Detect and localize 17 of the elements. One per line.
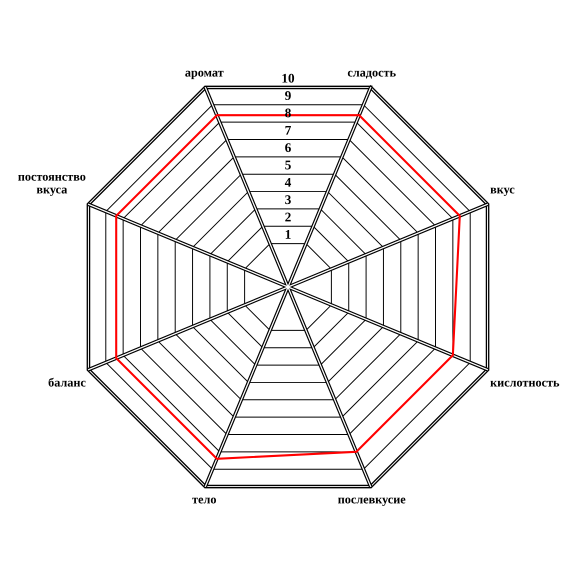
spoke-label: баланс [48,378,86,387]
y-tick-label: 10 [282,74,294,83]
spoke-label: тело [192,498,216,504]
y-tick-label: 6 [285,143,291,152]
spoke-label: сладость [348,70,396,79]
y-tick-label: 9 [285,91,291,100]
y-tick-label: 2 [285,212,291,222]
y-tick-label: 5 [285,160,291,170]
spoke-label: кислотность [490,380,560,387]
spoke-label: послевкусие [338,498,406,506]
y-tick-label: 1 [286,230,291,239]
spoke-label: аромат [185,70,224,80]
y-tick-label: 7 [285,126,291,135]
y-tick-label: 3 [285,195,291,204]
y-tick-label: 4 [284,178,292,187]
spoke-label: вкус [490,188,514,196]
spoke-label: постоянство вкуса [18,174,86,196]
